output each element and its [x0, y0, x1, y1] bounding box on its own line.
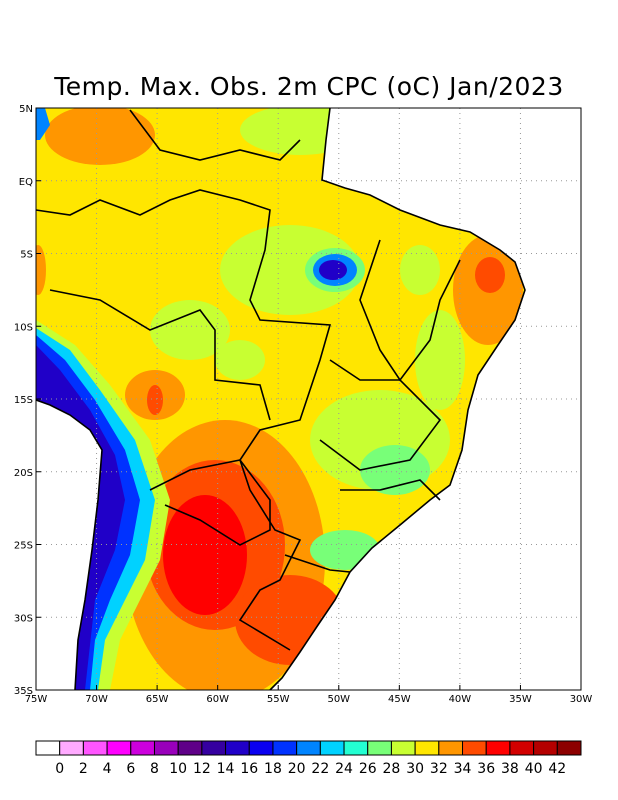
map-title: Temp. Max. Obs. 2m CPC (oC) Jan/2023: [54, 72, 564, 101]
y-tick-label: 5S: [20, 250, 33, 261]
colorbar-box: [177, 740, 203, 756]
y-tick-label: 15S: [14, 395, 33, 406]
colorbar-label: 28: [383, 761, 401, 777]
colorbar-label: 34: [454, 761, 472, 777]
y-tick-label: 25S: [14, 541, 33, 552]
colorbar-box: [390, 740, 416, 756]
colorbar-label: 2: [79, 761, 88, 777]
colorbar-label: 6: [126, 761, 135, 777]
colorbar-label: 36: [477, 761, 495, 777]
country-borders: [35, 107, 526, 691]
colorbar-box: [462, 740, 487, 756]
x-tick-label: 60W: [206, 694, 229, 705]
y-tick-label: 20S: [14, 468, 33, 479]
y-tick-label: 5N: [19, 104, 33, 115]
colorbar-box: [414, 740, 440, 756]
x-tick-label: 40W: [449, 694, 472, 705]
x-tick-label: 45W: [388, 694, 411, 705]
colorbar-label: 24: [335, 761, 353, 777]
x-tick-label: 55W: [267, 694, 290, 705]
y-tick-label: 35S: [14, 686, 33, 697]
colorbar-box: [153, 740, 179, 756]
x-tick-label: 30W: [570, 694, 593, 705]
x-tick-label: 65W: [146, 694, 169, 705]
colorbar-label: 20: [288, 761, 306, 777]
colorbar-box: [485, 740, 511, 756]
colorbar-label: 12: [193, 761, 211, 777]
colorbar-label: 32: [430, 761, 448, 777]
colorbar-box: [59, 740, 84, 756]
y-axis-ticks: 5N EQ 5S 10S 15S 20S 25S 30S 35S: [14, 104, 41, 697]
colorbar: 0 2 4 6 8 10 12 14 16 18 20 22 24 26 28 30 32 34 36 38 40 42: [35, 740, 582, 777]
colorbar-box: [272, 740, 298, 756]
colorbar-label: 26: [359, 761, 377, 777]
x-axis-ticks: 75W 70W 65W 60W 55W 50W 45W 40W 35W 30W: [25, 685, 593, 705]
x-tick-label: 35W: [509, 694, 532, 705]
x-tick-label: 70W: [85, 694, 108, 705]
colorbar-label: 22: [311, 761, 329, 777]
gridlines: [36, 108, 581, 690]
colorbar-box: [201, 740, 227, 756]
x-tick-label: 50W: [327, 694, 350, 705]
colorbar-box: [130, 740, 155, 756]
colorbar-label: 18: [264, 761, 282, 777]
colorbar-box: [248, 740, 274, 756]
colorbar-label: 4: [103, 761, 112, 777]
colorbar-box: [533, 740, 558, 756]
colorbar-box: [225, 740, 250, 756]
colorbar-label: 14: [217, 761, 235, 777]
colorbar-label: 10: [169, 761, 187, 777]
colorbar-box: [438, 740, 464, 756]
colorbar-box: [35, 740, 61, 756]
colorbar-label: 42: [548, 761, 566, 777]
x-tick-label: 75W: [25, 694, 48, 705]
colorbar-box: [509, 740, 535, 756]
colorbar-label: 30: [406, 761, 424, 777]
colorbar-box: [106, 740, 132, 756]
y-tick-label: EQ: [19, 177, 33, 188]
colorbar-box: [319, 740, 345, 756]
colorbar-box: [343, 740, 369, 756]
colorbar-label: 8: [150, 761, 159, 777]
colorbar-label: 16: [240, 761, 258, 777]
colorbar-box: [296, 740, 321, 756]
y-tick-label: 10S: [14, 322, 33, 333]
colorbar-box: [82, 740, 108, 756]
colorbar-box: [367, 740, 392, 756]
colorbar-label: 38: [501, 761, 519, 777]
y-tick-label: 30S: [14, 613, 33, 624]
colorbar-label: 0: [55, 761, 64, 777]
colorbar-box: [556, 740, 582, 756]
colorbar-label: 40: [525, 761, 543, 777]
